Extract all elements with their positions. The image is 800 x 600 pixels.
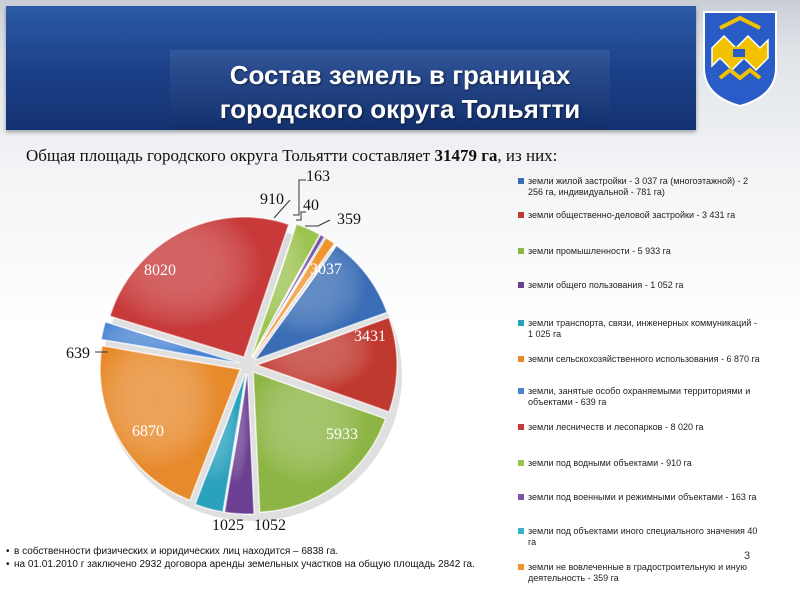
note-item: на 01.01.2010 г заключено 2932 договора … xyxy=(6,559,476,571)
legend-swatch xyxy=(518,178,524,184)
legend-label: земли под объектами иного специального з… xyxy=(528,526,758,547)
data-label: 5933 xyxy=(326,426,358,443)
title-line-1: Состав земель в границах xyxy=(229,60,571,90)
legend-label: земли, занятые особо охраняемыми террито… xyxy=(528,386,751,407)
data-label: 6870 xyxy=(132,423,164,440)
data-label: 1025 xyxy=(212,517,244,534)
legend-label: земли лесничеств и лесопарков - 8 020 га xyxy=(528,422,704,432)
total-area-value: 31479 га xyxy=(434,146,498,165)
pie-slice-gloss xyxy=(253,372,386,513)
title-line-2: городского округа Тольятти xyxy=(219,94,581,124)
subtitle-prefix: Общая площадь городского округа Тольятти… xyxy=(26,146,435,165)
legend-swatch xyxy=(518,212,524,218)
legend-label: земли не вовлеченные в градостроительную… xyxy=(528,562,747,583)
legend-swatch xyxy=(518,320,524,326)
legend-label: земли общего пользования - 1 052 га xyxy=(528,280,684,290)
legend-swatch xyxy=(518,356,524,362)
legend-label: земли под водными объектами - 910 га xyxy=(528,458,692,468)
data-label: 3431 xyxy=(354,328,386,345)
pie-slice-gloss xyxy=(109,216,289,357)
legend-swatch xyxy=(518,564,524,570)
leader-line xyxy=(273,199,291,219)
legend-swatch xyxy=(518,424,524,430)
data-label: 40 xyxy=(303,197,319,214)
pie-slice-gloss xyxy=(251,224,320,357)
legend-label: земли сельскохозяйственного использовани… xyxy=(528,354,760,364)
legend-label: земли транспорта, связи, инженерных комм… xyxy=(528,318,757,339)
data-label: 3037 xyxy=(310,261,342,278)
notes: в собственности физических и юридических… xyxy=(6,546,476,572)
legend-label: земли жилой застройки - 3 037 га (многоэ… xyxy=(528,176,748,197)
slide-title: Состав земель в границах городского окру… xyxy=(140,58,660,126)
leader-line xyxy=(296,211,306,221)
pie-slice-gloss xyxy=(100,345,241,501)
leader-line xyxy=(293,179,306,216)
data-label: 8020 xyxy=(144,262,176,279)
chart-subtitle: Общая площадь городского округа Тольятти… xyxy=(26,146,666,166)
data-label: 910 xyxy=(260,191,284,208)
pie-slice-gloss xyxy=(256,317,397,412)
legend-swatch xyxy=(518,528,524,534)
note-item: в собственности физических и юридических… xyxy=(6,546,476,558)
data-label: 359 xyxy=(337,211,361,228)
data-label: 639 xyxy=(66,345,90,362)
legend-swatch xyxy=(518,494,524,500)
title-bar xyxy=(6,6,696,130)
legend-label: земли общественно-деловой застройки - 3 … xyxy=(528,210,736,220)
data-label: 163 xyxy=(306,168,330,185)
legend-swatch xyxy=(518,248,524,254)
pie-slice-gloss xyxy=(224,373,254,514)
page-number: 3 xyxy=(744,550,751,562)
pie-slice-gloss xyxy=(101,322,240,363)
legend-label: земли промышленности - 5 933 га xyxy=(528,246,671,256)
city-coat-of-arms-icon xyxy=(703,11,777,108)
legend-label: земли под военными и режимными объектами… xyxy=(528,492,757,502)
title-highlight xyxy=(170,50,610,130)
pie-slice-gloss xyxy=(195,373,246,512)
leader-line xyxy=(305,219,331,227)
subtitle-suffix: , из них: xyxy=(497,146,558,165)
pie-slice-gloss xyxy=(255,245,387,360)
legend-swatch xyxy=(518,388,524,394)
pie-slice-gloss xyxy=(252,238,335,358)
data-label: 1052 xyxy=(254,517,286,534)
legend-swatch xyxy=(518,282,524,288)
legend-swatch xyxy=(518,460,524,466)
